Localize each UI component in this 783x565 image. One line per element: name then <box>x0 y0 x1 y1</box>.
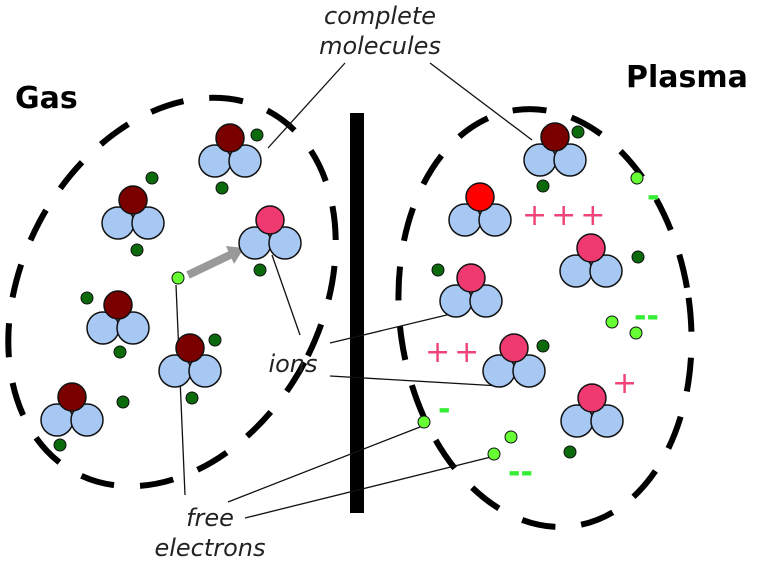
label: electrons <box>154 534 265 562</box>
electron <box>537 340 549 352</box>
electron <box>114 346 126 358</box>
electron <box>131 244 143 256</box>
diagram: Gas Plasma complete molecules ions free … <box>0 0 783 565</box>
label: molecules <box>319 32 441 60</box>
electron <box>537 180 549 192</box>
atom <box>457 264 485 292</box>
molecules <box>41 123 644 460</box>
free-electron <box>172 272 184 284</box>
atom <box>578 384 606 412</box>
electron <box>209 334 221 346</box>
gas-boundary <box>0 41 401 544</box>
electron <box>186 392 198 404</box>
electron <box>251 129 263 141</box>
free-electron <box>418 416 430 428</box>
atom <box>541 123 569 151</box>
electron <box>216 182 228 194</box>
electron <box>54 439 66 451</box>
free-electron <box>606 316 618 328</box>
atom <box>577 234 605 262</box>
arrow <box>188 254 232 275</box>
free-electron <box>488 448 500 460</box>
atom <box>104 291 132 319</box>
atom <box>216 124 244 152</box>
label: free <box>186 504 234 532</box>
gas-label: Gas <box>15 81 78 116</box>
charge: -- <box>634 299 659 334</box>
atom <box>58 383 86 411</box>
electron <box>117 396 129 408</box>
free-electron <box>505 431 517 443</box>
plasma-label: Plasma <box>626 60 748 95</box>
charge: +++ <box>522 198 609 233</box>
electron <box>254 264 266 276</box>
label: complete <box>324 2 436 30</box>
charge: - <box>647 179 659 214</box>
electron <box>432 264 444 276</box>
atom <box>256 206 284 234</box>
charge: + <box>612 366 637 401</box>
charge: -- <box>508 455 533 490</box>
electron <box>632 251 644 263</box>
charge: - <box>438 392 450 427</box>
atom <box>500 334 528 362</box>
electron <box>146 172 158 184</box>
electron <box>81 292 93 304</box>
atom <box>466 183 494 211</box>
atom <box>119 186 147 214</box>
atom <box>176 334 204 362</box>
electron <box>564 446 576 458</box>
charge: ++ <box>425 335 483 370</box>
free-electron <box>631 172 643 184</box>
label: ions <box>268 350 317 378</box>
electron <box>572 126 584 138</box>
